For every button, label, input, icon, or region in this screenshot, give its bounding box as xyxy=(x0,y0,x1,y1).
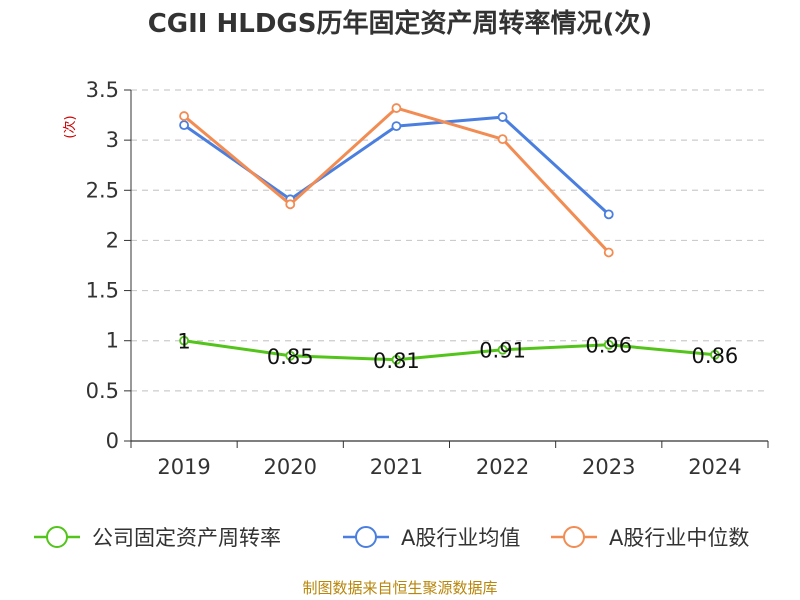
data-point xyxy=(603,247,614,258)
data-label: 0.86 xyxy=(692,344,739,368)
data-label: 0.85 xyxy=(267,345,314,369)
data-point xyxy=(603,209,614,220)
data-point xyxy=(179,120,189,130)
y-tick-label: 1 xyxy=(106,329,119,353)
grid-lines xyxy=(131,89,768,392)
series-line-0 xyxy=(182,339,717,362)
x-tick-label: 2024 xyxy=(688,455,741,479)
axes: 0 0.5 1 1.5 2 2.5 3 3.5 2019 2020 2021 2022 2023 2024 xyxy=(86,78,769,479)
series-line-1 xyxy=(182,115,611,216)
y-tick-label: 2.5 xyxy=(86,178,119,202)
legend-label: 公司固定资产周转率 xyxy=(92,526,281,550)
y-tick-label: 3.5 xyxy=(86,78,119,102)
chart-title: CGII HLDGS历年固定资产周转率情况(次) xyxy=(148,8,653,39)
data-label: 1 xyxy=(177,330,190,354)
legend-swatch-marker xyxy=(46,526,68,548)
y-axis-unit-label: (次) xyxy=(62,115,78,138)
data-label: 0.91 xyxy=(479,339,526,363)
x-tick-label: 2021 xyxy=(370,455,423,479)
x-tick-label: 2020 xyxy=(264,455,317,479)
data-point xyxy=(603,339,614,350)
legend-swatch-marker xyxy=(563,526,585,548)
data-point xyxy=(179,335,189,346)
x-tick-label: 2023 xyxy=(582,455,635,479)
data-labels: 1 0.85 0.81 0.91 0.96 0.86 xyxy=(177,330,738,373)
footer-source: 制图数据来自恒生聚源数据库 xyxy=(302,579,497,597)
data-label: 0.81 xyxy=(373,349,420,373)
y-tick-label: 2 xyxy=(106,228,119,252)
data-point xyxy=(497,344,508,355)
x-tick-label: 2022 xyxy=(476,455,529,479)
data-point xyxy=(391,121,402,132)
legend-label: A股行业均值 xyxy=(401,526,520,550)
data-point xyxy=(391,354,402,365)
legend-swatch-marker xyxy=(355,526,377,548)
data-point xyxy=(391,103,402,113)
data-label: 0.96 xyxy=(585,334,632,358)
x-tick-label: 2019 xyxy=(157,455,210,479)
y-tick-label: 0.5 xyxy=(86,379,119,403)
y-tick-label: 0 xyxy=(106,429,119,453)
data-point xyxy=(497,112,508,122)
y-tick-label: 3 xyxy=(106,128,119,152)
series-layer xyxy=(179,103,720,365)
legend: 公司固定资产周转率 A股行业均值 A股行业中位数 xyxy=(34,526,749,550)
y-tick-label: 1.5 xyxy=(86,279,119,303)
data-point xyxy=(285,350,296,361)
data-point xyxy=(497,134,508,145)
data-point xyxy=(285,199,296,210)
legend-label: A股行业中位数 xyxy=(609,526,749,550)
data-point xyxy=(710,349,720,360)
data-point xyxy=(179,111,189,121)
